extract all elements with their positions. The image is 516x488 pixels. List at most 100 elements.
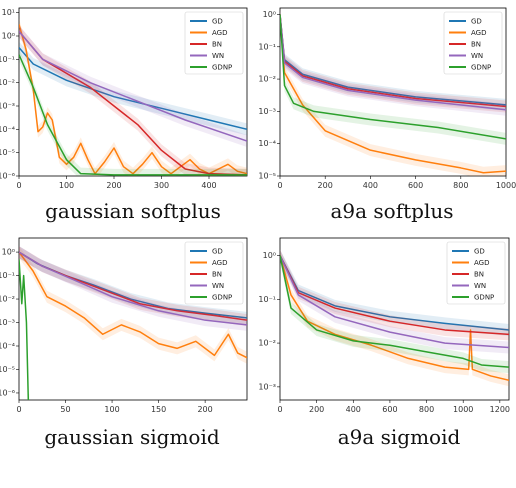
series-group-1 — [280, 8, 506, 176]
series-band-gdnp — [280, 249, 509, 374]
series-line-agd — [280, 255, 509, 382]
y-tick-label: 10⁻⁵ — [0, 148, 15, 157]
x-tick-label: 1200 — [490, 405, 510, 414]
x-tick-label: 800 — [419, 405, 434, 414]
panel-2: 10⁻⁶ 10⁻⁵ 10⁻⁴ 10⁻³ 10⁻² 10⁻¹ 10⁰ 0 50 100 150 200 G… — [0, 237, 248, 414]
series-line-gdnp — [19, 54, 247, 176]
y-tick-label: 10⁻² — [258, 75, 276, 84]
legend-box — [184, 241, 244, 305]
series-band-bn — [19, 246, 247, 327]
legend-label: BN — [212, 271, 222, 279]
series-band-gd — [19, 246, 247, 324]
panel-3: 10⁻³ 10⁻² 10⁻¹ 10⁰ 0 200 400 600 800 1000 1200 GD AG… — [258, 237, 510, 414]
x-tick-label: 50 — [60, 405, 70, 414]
caption-2: gaussian sigmoid — [44, 425, 220, 449]
x-tick-label: 200 — [197, 405, 212, 414]
series-band-agd — [280, 8, 506, 176]
caption-3: a9a sigmoid — [338, 425, 461, 449]
x-tick-label: 1000 — [453, 405, 473, 414]
legend-label: WN — [474, 282, 486, 290]
legend-1: GD AGD BN WN GDNP — [443, 11, 503, 75]
legend-label: WN — [212, 52, 224, 60]
legend-box — [443, 11, 503, 75]
x-tick-label: 100 — [59, 181, 74, 190]
legend-label: GDNP — [212, 294, 232, 302]
legend-label: GD — [212, 248, 223, 256]
y-tick-label: 10⁻² — [258, 339, 276, 348]
series-line-gdnp — [280, 14, 506, 140]
legend-3: GD AGD BN WN GDNP — [446, 241, 506, 305]
legend-label: AGD — [212, 29, 227, 37]
series-line-gd — [19, 47, 247, 131]
y-tick-label: 10⁻⁶ — [0, 172, 15, 181]
y-tick-label: 10⁻² — [0, 295, 15, 304]
y-tick-label: 10⁰ — [2, 248, 15, 257]
legend-label: GD — [471, 18, 482, 26]
x-tick-label: 0 — [16, 405, 21, 414]
series-line-agd — [19, 251, 247, 359]
x-tick-label: 100 — [104, 405, 119, 414]
legend-label: AGD — [474, 259, 489, 267]
y-tick-label: 10⁻¹ — [0, 55, 15, 64]
x-tick-label: 200 — [309, 405, 324, 414]
y-tick-label: 10⁻² — [0, 78, 15, 87]
series-line-gdnp — [280, 255, 509, 368]
x-tick-label: 0 — [277, 181, 282, 190]
x-tick-label: 400 — [201, 181, 216, 190]
series-line-agd — [19, 24, 247, 175]
y-tick-label: 10⁻³ — [258, 382, 276, 391]
legend-label: GD — [212, 18, 223, 26]
series-band-wn — [19, 25, 247, 147]
legend-label: GD — [474, 248, 485, 256]
series-line-wn — [280, 255, 509, 349]
legend-label: WN — [471, 52, 483, 60]
y-tick-label: 10⁻⁴ — [0, 125, 15, 134]
legend-2: GD AGD BN WN GDNP — [184, 241, 244, 305]
y-tick-label: 10¹ — [2, 8, 15, 17]
series-line-gdnp — [19, 259, 30, 400]
y-tick-label: 10⁻³ — [0, 318, 15, 327]
series-line-gd — [280, 255, 509, 331]
y-tick-label: 10⁻⁶ — [0, 388, 15, 397]
y-tick-label: 10⁰ — [263, 251, 276, 260]
x-tick-label: 400 — [363, 181, 378, 190]
y-tick-label: 10⁻³ — [0, 102, 15, 111]
caption-0: gaussian softplus — [45, 199, 221, 223]
series-line-wn — [19, 30, 247, 142]
y-tick-label: 10⁻⁵ — [0, 365, 15, 374]
legend-0: GD AGD BN WN GDNP — [184, 11, 244, 75]
series-line-wn — [280, 14, 506, 111]
series-group-3 — [280, 249, 509, 387]
y-tick-label: 10⁻³ — [258, 107, 276, 116]
series-band-gdnp — [280, 8, 506, 145]
panel-0: 10⁻⁶ 10⁻⁵ 10⁻⁴ 10⁻³ 10⁻² 10⁻¹ 10⁰ 10¹ 0 100 200 300… — [0, 7, 248, 190]
x-tick-label: 1000 — [496, 181, 516, 190]
legend-label: BN — [471, 41, 481, 49]
series-group-2 — [19, 246, 247, 400]
x-tick-label: 200 — [318, 181, 333, 190]
y-tick-label: 10⁻⁴ — [258, 139, 276, 148]
y-tick-label: 10⁻¹ — [258, 42, 276, 51]
series-band-wn — [280, 8, 506, 116]
y-tick-label: 10⁰ — [263, 10, 276, 19]
series-line-wn — [19, 251, 247, 326]
y-tick-label: 10⁻⁵ — [258, 172, 276, 181]
legend-box — [446, 241, 506, 305]
x-tick-label: 400 — [346, 405, 361, 414]
series-line-bn — [280, 255, 509, 336]
x-tick-label: 600 — [382, 405, 397, 414]
legend-label: BN — [474, 271, 484, 279]
legend-label: WN — [212, 282, 224, 290]
y-tick-label: 10⁻⁴ — [0, 342, 15, 351]
x-tick-label: 0 — [277, 405, 282, 414]
y-tick-label: 10⁻¹ — [0, 271, 15, 280]
series-band-agd — [280, 249, 509, 387]
y-tick-label: 10⁰ — [2, 32, 15, 41]
x-tick-label: 600 — [408, 181, 423, 190]
series-line-agd — [280, 14, 506, 174]
legend-label: AGD — [471, 29, 486, 37]
legend-label: GDNP — [212, 64, 232, 72]
series-group-0 — [19, 18, 247, 176]
panel-1: 10⁻⁵ 10⁻⁴ 10⁻³ 10⁻² 10⁻¹ 10⁰ 0 200 400 600 800 1000… — [258, 7, 516, 190]
